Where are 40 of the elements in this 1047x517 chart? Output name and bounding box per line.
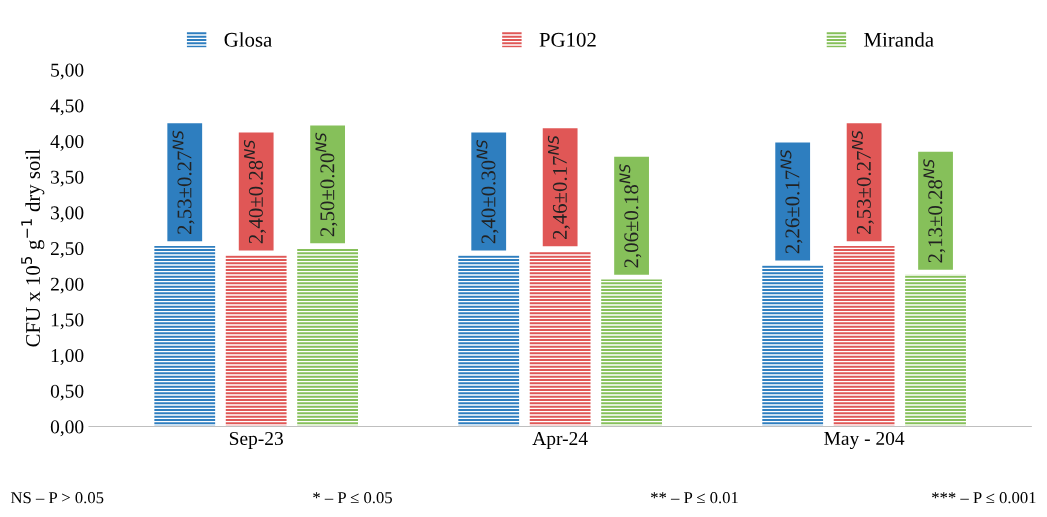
text: * – P ≤ 0.05 [313, 492, 392, 504]
data-label: 2,46±0.17$^{NS}$ [547, 135, 570, 239]
text: NS – P > 0.05 [10, 492, 104, 504]
bar [297, 248, 359, 427]
data-label: 2,40±0.28$^{NS}$ [243, 139, 266, 244]
legend-label: PG102 [539, 32, 596, 47]
bar [833, 246, 895, 427]
data-label: 2,06±0.18$^{NS}$ [619, 164, 642, 268]
data-label: 2,53±0.27$^{NS}$ [851, 130, 874, 234]
text: *** – P ≤ 0.001 [932, 492, 1036, 504]
legend-label: Glosa [224, 32, 273, 47]
data-label: 2,26±0.17$^{NS}$ [780, 149, 803, 254]
bar [529, 251, 591, 427]
text: ** – P ≤ 0.01 [651, 492, 738, 504]
bar [154, 246, 216, 427]
y-axis-title: CFU x 10$^{5}$ g$^{−1}$ dry soil [21, 149, 45, 347]
bar [601, 279, 662, 427]
bar [458, 255, 520, 427]
y-tick-label: 1,50 [51, 313, 84, 330]
y-tick-label: 4,50 [50, 99, 84, 116]
y-tick-label: 5,00 [51, 63, 84, 80]
y-tick-label: 3,00 [51, 206, 84, 223]
y-tick-label: 0,00 [50, 420, 84, 437]
y-tick-label: 4,00 [50, 134, 84, 151]
data-label: 2,13±0.28$^{NS}$ [923, 159, 946, 263]
y-tick-label: 0,50 [50, 384, 84, 401]
y-tick-label: 2,00 [50, 277, 84, 294]
x-tick-label: Sep-23 [229, 432, 283, 450]
legend-label: Miranda [864, 32, 934, 47]
x-tick-label: May - 204 [824, 431, 905, 450]
bar [225, 255, 287, 427]
data-label: 2,53±0.27$^{NS}$ [172, 130, 195, 234]
y-tick-label: 2,50 [50, 241, 84, 258]
y-tick-label: 1,00 [51, 348, 84, 365]
bar [905, 274, 966, 427]
data-label: 2,40±0.30$^{NS}$ [476, 139, 499, 244]
x-tick-label: Apr-24 [532, 432, 588, 450]
y-tick-label: 3,50 [51, 170, 84, 187]
data-label: 2,50±0.20$^{NS}$ [315, 132, 338, 237]
bar [762, 265, 824, 427]
